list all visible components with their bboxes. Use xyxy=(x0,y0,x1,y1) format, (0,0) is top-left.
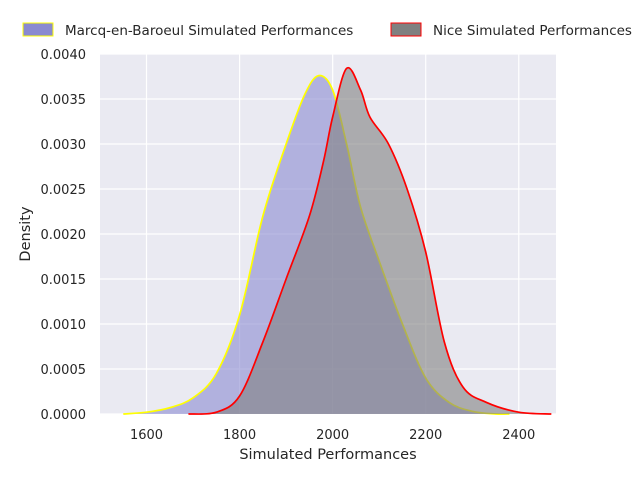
y-tick-labels: 0.0000 0.0005 0.0010 0.0015 0.0020 0.0025 0.00… xyxy=(41,48,87,423)
density-series xyxy=(123,66,552,416)
y-axis-label: Density xyxy=(18,206,34,262)
legend: Marcq-en-Baroeul Simulated Performances … xyxy=(22,22,632,39)
y-tick-label: 0.0030 xyxy=(41,138,87,153)
legend-swatch-marcq xyxy=(22,22,54,37)
x-axis-label: Simulated Performances xyxy=(239,447,416,463)
y-tick-label: 0.0040 xyxy=(41,48,87,63)
y-tick-label: 0.0025 xyxy=(41,183,87,198)
legend-label-nice: Nice Simulated Performances xyxy=(433,23,632,39)
x-tick-label: 1600 xyxy=(130,428,163,443)
legend-swatch-nice xyxy=(390,22,422,37)
x-tick-label: 1800 xyxy=(223,428,256,443)
density-line-nice xyxy=(188,66,552,415)
y-tick-label: 0.0020 xyxy=(41,228,87,243)
y-tick-label: 0.0010 xyxy=(41,318,87,333)
x-tick-labels: 1600 1800 2000 2200 2400 xyxy=(130,428,535,443)
x-tick-label: 2400 xyxy=(502,428,535,443)
density-area-nice xyxy=(188,67,552,415)
y-tick-label: 0.0015 xyxy=(41,273,87,288)
y-tick-label: 0.0035 xyxy=(41,93,87,108)
x-tick-label: 2200 xyxy=(409,428,442,443)
y-tick-label: 0.0005 xyxy=(41,363,87,378)
legend-label-marcq: Marcq-en-Baroeul Simulated Performances xyxy=(65,23,353,39)
y-tick-label: 0.0000 xyxy=(41,408,87,423)
x-tick-label: 2000 xyxy=(316,428,349,443)
